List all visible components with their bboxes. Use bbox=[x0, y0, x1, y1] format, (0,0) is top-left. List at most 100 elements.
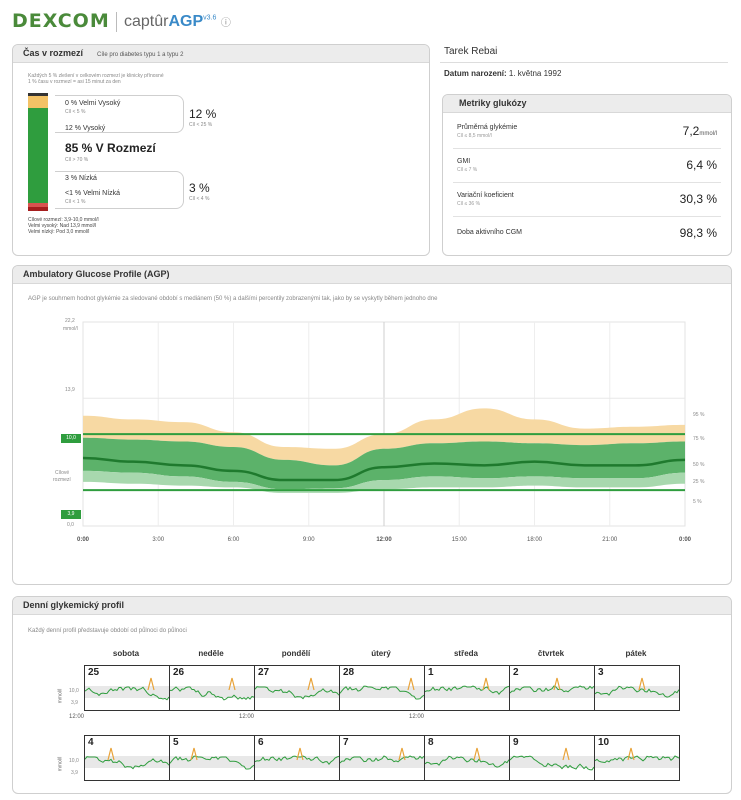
agp-x-label: 6:00 bbox=[227, 537, 240, 543]
very-low-label: <1 % Velmi Nízká bbox=[65, 190, 121, 197]
agp-description: AGP je souhrnem hodnot glykémie za sledo… bbox=[28, 296, 438, 302]
noon-label: 12:00 bbox=[409, 714, 425, 720]
metric-value: 6,4 % bbox=[686, 158, 717, 172]
day-cell: 4 bbox=[84, 735, 170, 781]
day-high-excursion bbox=[398, 747, 406, 761]
day-glucose-trace bbox=[85, 747, 169, 770]
agp-panel: Ambulatory Glucose Profile (AGP) AGP je … bbox=[12, 265, 732, 585]
tir-foot-1: Cílové rozmezí: 3,9-10,0 mmol/l bbox=[28, 217, 99, 223]
dexcom-logo: DEXCOM bbox=[12, 10, 110, 32]
daily-y-low-1: 3,9 bbox=[71, 700, 78, 706]
metric-label: GMI bbox=[457, 158, 471, 165]
bar-very-low bbox=[28, 207, 48, 211]
metrics-title: Metriky glukózy bbox=[443, 95, 731, 113]
info-icon[interactable]: ⓘ bbox=[220, 18, 231, 29]
above-range-bracket bbox=[55, 95, 184, 133]
day-cell: 5 bbox=[169, 735, 255, 781]
agp-bands bbox=[82, 408, 686, 493]
metric-label: Doba aktivního CGM bbox=[457, 229, 522, 236]
day-cell: 9 bbox=[509, 735, 595, 781]
logo-divider bbox=[116, 12, 117, 32]
in-range-label: 85 % V Rozmezí bbox=[65, 141, 156, 155]
day-high-excursion bbox=[562, 747, 570, 761]
day-high-excursion bbox=[107, 747, 115, 761]
report-header: DEXCOM captûrAGPv3.6 ⓘ bbox=[12, 8, 732, 34]
day-high-excursion bbox=[228, 677, 236, 691]
day-number: 27 bbox=[258, 667, 270, 678]
patient-name-divider bbox=[440, 62, 728, 63]
target-range-label-1: Cílové bbox=[55, 470, 70, 476]
noon-label: 12:00 bbox=[239, 714, 255, 720]
tir-foot-2: Velmi vysoký: Nad 13,9 mmol/l bbox=[28, 223, 97, 229]
day-trace-line bbox=[340, 685, 424, 700]
metric-row: Průměrná glykémie Cíl ≤ 8,5 mmol/l 7,2mm… bbox=[453, 115, 721, 149]
metric-row: Doba aktivního CGM 98,3 % bbox=[453, 217, 721, 250]
daily-y-high-2: 10,0 bbox=[69, 758, 79, 764]
day-glucose-trace bbox=[170, 747, 254, 770]
day-number: 7 bbox=[343, 737, 349, 748]
day-high-excursion bbox=[627, 747, 635, 761]
brand-prefix: captûr bbox=[124, 13, 169, 30]
very-high-goal: Cíl < 5 % bbox=[65, 109, 86, 115]
day-high-excursion bbox=[638, 677, 646, 691]
agp-y-unit: mmol/l bbox=[63, 326, 78, 332]
very-high-label: 0 % Velmi Vysoký bbox=[65, 100, 121, 107]
agp-y-10-box: 10,0 bbox=[61, 434, 81, 443]
day-cell: 28 bbox=[339, 665, 425, 711]
pct-5-label: 5 % bbox=[693, 499, 702, 505]
dob-value: 1. května 1992 bbox=[508, 69, 562, 78]
day-glucose-trace bbox=[510, 677, 594, 694]
day-glucose-trace bbox=[340, 677, 424, 700]
agp-x-label: 0:00 bbox=[76, 537, 89, 543]
day-glucose-trace bbox=[340, 747, 424, 764]
day-trace-line bbox=[85, 686, 169, 701]
agp-band-75-95 bbox=[83, 408, 685, 466]
day-glucose-trace bbox=[255, 677, 339, 700]
day-target-band bbox=[340, 756, 424, 768]
agp-x-label: 21:00 bbox=[602, 537, 618, 543]
pct-95-label: 95 % bbox=[693, 412, 705, 418]
day-trace-line bbox=[255, 686, 339, 700]
day-high-excursion bbox=[296, 747, 304, 761]
day-name: pondělí bbox=[281, 649, 311, 658]
day-target-band bbox=[255, 686, 339, 698]
day-glucose-trace bbox=[255, 747, 339, 765]
daily-unit-2: mmol/l bbox=[57, 757, 63, 772]
daily-y-low-2: 3,9 bbox=[71, 770, 78, 776]
agp-y-0: 0,0 bbox=[67, 522, 74, 528]
day-glucose-trace bbox=[595, 677, 679, 698]
agp-title: Ambulatory Glucose Profile (AGP) bbox=[13, 266, 731, 284]
day-trace-line bbox=[425, 685, 509, 695]
day-number: 6 bbox=[258, 737, 264, 748]
patient-dob: Datum narození: 1. května 1992 bbox=[444, 69, 561, 78]
metric-goal: Cíl ≤ 7 % bbox=[457, 167, 478, 173]
metric-value: 7,2mmol/l bbox=[683, 124, 717, 138]
day-cell: 3 bbox=[594, 665, 680, 711]
metric-value: 30,3 % bbox=[679, 192, 717, 206]
agp-x-label: 15:00 bbox=[451, 537, 467, 543]
brand-name: AGP bbox=[168, 13, 204, 30]
day-trace-line bbox=[340, 755, 424, 764]
day-cell: 25 bbox=[84, 665, 170, 711]
metric-goal: Cíl ≤ 8,5 mmol/l bbox=[457, 133, 492, 139]
day-cell: 2 bbox=[509, 665, 595, 711]
daily-profile-panel: Denní glykemický profil Každý denní prof… bbox=[12, 596, 732, 794]
day-name: středa bbox=[453, 649, 478, 658]
day-trace-line bbox=[595, 755, 679, 764]
agp-x-label: 9:00 bbox=[302, 537, 315, 543]
high-label: 12 % Vysoký bbox=[65, 125, 106, 132]
daily-y-high-1: 10,0 bbox=[69, 688, 79, 694]
agp-y-139: 13,9 bbox=[65, 387, 75, 393]
brand-version: v3.6 bbox=[203, 14, 217, 22]
day-name: pátek bbox=[625, 649, 647, 658]
agp-x-label: 0:00 bbox=[678, 537, 691, 543]
day-glucose-trace bbox=[85, 677, 169, 701]
tir-subtitle: Cíle pro diabetes typu 1 a typu 2 bbox=[97, 52, 184, 58]
agp-y-top: 22,2 bbox=[65, 318, 75, 324]
metric-value: 98,3 % bbox=[679, 226, 717, 240]
tir-note-1: Každých 5 % zlešení v celkovém rozmezí j… bbox=[28, 73, 164, 79]
below-range-goal: Cíl < 4 % bbox=[189, 196, 210, 202]
day-high-excursion bbox=[473, 747, 481, 761]
agp-x-label: 12:00 bbox=[376, 537, 392, 543]
day-name: sobota bbox=[112, 649, 140, 658]
